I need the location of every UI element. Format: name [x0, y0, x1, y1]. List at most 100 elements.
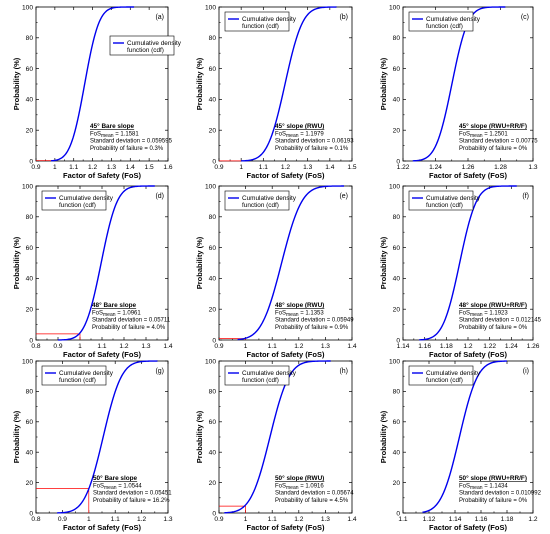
y-tick-label: 20 [26, 307, 34, 314]
y-tick-label: 80 [393, 35, 401, 42]
x-tick-label: 1.2 [294, 516, 303, 523]
legend: Cumulative density function (cdf) [224, 11, 297, 32]
chart-panel: 0.9 1 1.1 1.2 1.3 1.4 1.5 1.6 0 20 40 60 80 100 Factor… [12, 4, 182, 180]
y-tick-label: 20 [209, 128, 217, 135]
legend-box [224, 11, 290, 32]
y-tick-label: 100 [205, 183, 216, 190]
y-tick-label: 80 [26, 35, 34, 42]
legend-box [408, 11, 474, 32]
x-tick-label: 0.9 [31, 164, 40, 171]
y-tick-label: 60 [393, 66, 401, 73]
x-tick-label: 1.1 [69, 164, 78, 171]
y-tick-label: 0 [212, 158, 216, 165]
cdf-series-line [419, 185, 517, 341]
y-axis-title: Probability (%) [195, 410, 204, 463]
legend-label: Cumulative density function (cdf) [59, 370, 114, 384]
y-tick-label: 20 [393, 128, 401, 135]
y-tick-label: 0 [29, 158, 33, 165]
x-axis-title: Factor of Safety (FoS) [429, 523, 507, 532]
y-tick-label: 100 [389, 358, 400, 365]
legend-label: Cumulative density function (cdf) [242, 370, 297, 384]
y-tick-label: 40 [209, 450, 217, 457]
legend: Cumulative density function (cdf) [408, 365, 481, 386]
x-tick-label: 1.3 [321, 516, 330, 523]
x-tick-label: 1 [239, 164, 243, 171]
y-tick-label: 20 [209, 480, 217, 487]
x-tick-label: 0.9 [53, 343, 62, 350]
y-tick-label: 80 [209, 35, 217, 42]
x-tick-label: 1.3 [141, 343, 150, 350]
x-axis-title: Factor of Safety (FoS) [63, 350, 141, 359]
y-tick-label: 0 [396, 337, 400, 344]
stats-fos-mean: FoSmean = 1.1434 [459, 483, 508, 491]
y-tick-label: 100 [205, 4, 216, 11]
stats-probability-of-failure: Probability of failure = 4.5% [275, 498, 349, 504]
chart-panel: 1.14 1.16 1.18 1.2 1.22 1.24 1.26 0 20 40 60 80 100 F… [379, 183, 542, 359]
y-tick-label: 80 [209, 214, 217, 221]
cdf-series-line [57, 185, 155, 341]
legend-label: Cumulative density function (cdf) [242, 195, 297, 209]
legend-box [408, 190, 474, 211]
x-tick-label: 1.24 [429, 164, 442, 171]
x-tick-label: 1 [87, 516, 91, 523]
stats-title: 45° slope (RWU) [275, 122, 324, 130]
legend-label: Cumulative density function (cdf) [426, 195, 481, 209]
x-tick-label: 1.5 [145, 164, 154, 171]
y-axis-title: Probability (%) [379, 57, 388, 110]
stats-annotation: 50° slope (RWU)FoSmean = 1.0916Standard … [275, 474, 354, 504]
x-tick-label: 1.3 [163, 516, 172, 523]
stats-title: 45° slope (RWU+RR/F) [459, 122, 527, 130]
x-tick-label: 1.2 [281, 164, 290, 171]
x-tick-label: 1.18 [440, 343, 453, 350]
y-tick-label: 80 [209, 389, 217, 396]
stats-fos-mean: FoSmean = 1.1979 [275, 131, 324, 139]
x-axis-title: Factor of Safety (FoS) [247, 350, 325, 359]
x-tick-label: 1.2 [294, 343, 303, 350]
x-tick-label: 0.8 [31, 516, 40, 523]
x-tick-label: 1.2 [463, 343, 472, 350]
x-tick-label: 1.22 [483, 343, 496, 350]
stats-probability-of-failure: Probability of failure = 0% [459, 498, 528, 504]
stats-probability-of-failure: Probability of failure = 0% [459, 146, 528, 152]
x-tick-label: 1.14 [449, 516, 462, 523]
x-axis-title: Factor of Safety (FoS) [429, 350, 507, 359]
x-tick-label: 1.1 [398, 516, 407, 523]
x-tick-label: 1.1 [111, 516, 120, 523]
y-tick-label: 20 [393, 480, 401, 487]
x-tick-label: 1.3 [107, 164, 116, 171]
failure-probability-marker [219, 505, 246, 513]
chart-panel: 0.9 1 1.1 1.2 1.3 1.4 0 20 40 60 80 100 Factor of Sa… [195, 183, 357, 359]
y-tick-label: 40 [393, 97, 401, 104]
x-tick-label: 1.4 [126, 164, 135, 171]
y-tick-label: 60 [393, 419, 401, 426]
stats-standard-deviation: Standard deviation = 0.010992 [459, 491, 542, 497]
x-tick-label: 1.24 [505, 343, 518, 350]
stats-annotation: 45° slope (RWU)FoSmean = 1.1979Standard … [275, 122, 354, 152]
stats-title: 45° Bare slope [90, 122, 135, 130]
stats-standard-deviation: Standard deviation = 0.05674 [275, 491, 354, 497]
x-tick-label: 1.6 [163, 164, 172, 171]
y-tick-label: 100 [389, 4, 400, 11]
y-tick-label: 100 [22, 4, 33, 11]
panel-label: (h) [339, 368, 348, 375]
x-tick-label: 1.28 [494, 164, 507, 171]
stats-standard-deviation: Standard deviation = 0.059595 [90, 139, 173, 145]
legend: Cumulative density function (cdf) [224, 365, 297, 386]
stats-fos-mean: FoSmean = 1.1923 [459, 310, 508, 318]
x-tick-label: 1.16 [418, 343, 431, 350]
stats-fos-mean: FoSmean = 1.1353 [275, 310, 324, 318]
y-axis-title: Probability (%) [379, 236, 388, 289]
x-tick-label: 0.9 [214, 164, 223, 171]
x-axis-title: Factor of Safety (FoS) [63, 171, 141, 180]
panel-label: (g) [155, 368, 164, 375]
x-tick-label: 1.4 [347, 516, 356, 523]
x-axis-title: Factor of Safety (FoS) [63, 523, 141, 532]
panel-label: (c) [521, 14, 529, 21]
y-tick-label: 40 [209, 276, 217, 283]
x-tick-label: 1.2 [528, 516, 537, 523]
panel-label: (f) [522, 193, 529, 200]
stats-fos-mean: FoSmean = 1.0544 [93, 483, 142, 491]
y-tick-label: 60 [393, 245, 401, 252]
legend: Cumulative density function (cdf) [408, 190, 481, 211]
